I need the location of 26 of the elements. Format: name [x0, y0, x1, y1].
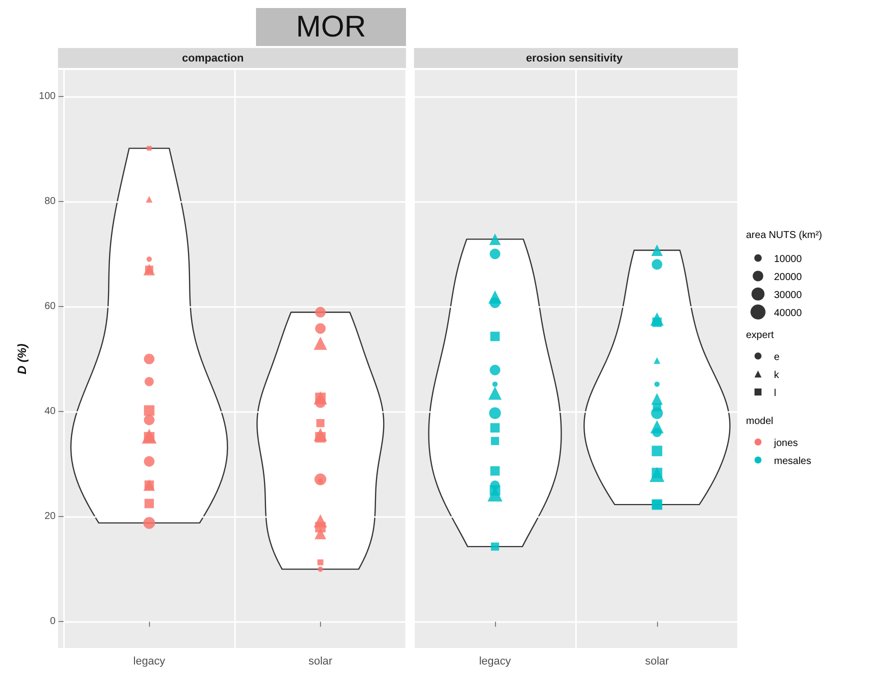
chart-title: compaction — [182, 52, 244, 64]
text: MOR — [296, 10, 366, 44]
x-tick-label: legacy — [133, 656, 166, 668]
y-tick-label: 20 — [44, 511, 56, 522]
text: expert — [746, 330, 774, 341]
y-tick-label: 80 — [44, 196, 56, 207]
x-tick-label: solar — [308, 656, 333, 668]
legend-title: area NUTS (km²) — [746, 230, 822, 241]
legend-label: 10000 — [774, 254, 802, 265]
y-tick-label: 100 — [38, 90, 56, 102]
legend-label: 20000 — [774, 272, 802, 283]
chart-title: erosion sensitivity — [526, 52, 624, 64]
legend-label: 30000 — [774, 290, 802, 301]
y-tick-label: 0 — [50, 616, 56, 628]
text: jones — [772, 438, 798, 449]
text: l — [774, 388, 776, 399]
text: e — [774, 352, 780, 363]
text: mesales — [774, 456, 811, 467]
x-tick-label: solar — [644, 656, 669, 668]
legend-label: 40000 — [774, 308, 802, 319]
x-tick-label: legacy — [478, 656, 512, 668]
y-tick-label: 60 — [44, 300, 56, 312]
text: model — [746, 416, 773, 427]
y-axis-title: D (%) — [15, 344, 29, 374]
text: k — [774, 370, 780, 381]
y-tick-label: 40 — [44, 406, 56, 418]
